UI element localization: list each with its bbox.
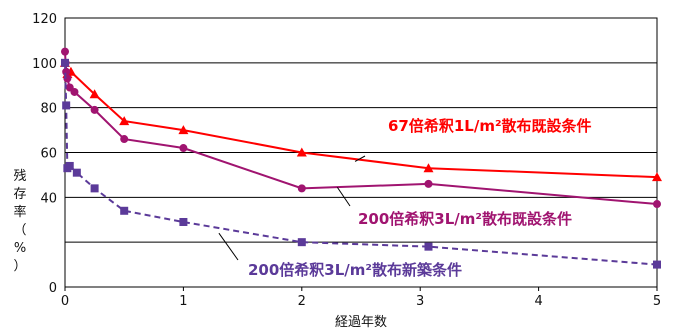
annotation-leader-2 <box>218 232 239 261</box>
x-tick-label-1: 1 <box>179 294 187 309</box>
series-2-point-1 <box>62 101 71 110</box>
annotations-layer: 67倍希釈1L/m²散布既設条件 200倍希釈3L/m²散布既設条件 200倍希… <box>218 117 592 279</box>
y-tick-label-100: 100 <box>32 57 57 72</box>
y-tick-label-0: 0 <box>49 281 57 296</box>
series-2-point-9 <box>424 242 433 251</box>
y-tick-label-80: 80 <box>40 102 57 117</box>
series-2-point-7 <box>179 217 188 226</box>
y-axis-label: 残存率（%） <box>13 169 26 274</box>
series-1-point-11 <box>653 200 661 209</box>
series-0-point-8 <box>652 172 662 182</box>
annotation-leader-1 <box>336 186 351 207</box>
series-2-point-4 <box>72 168 81 177</box>
series-1-point-5 <box>70 87 79 96</box>
series-1-point-2 <box>62 67 71 76</box>
plot-frame <box>64 17 658 288</box>
x-tick-label-4: 4 <box>534 294 542 309</box>
series-2-point-3 <box>65 161 74 170</box>
series-1-point-0 <box>61 47 69 56</box>
x-tick-label-0: 0 <box>61 294 69 309</box>
series-layer <box>60 47 662 269</box>
series-2-point-8 <box>297 238 306 247</box>
axes: 0 40 60 80 100 120 0 1 2 3 4 5 <box>32 12 661 309</box>
annotation-series-200x-new: 200倍希釈3L/m²散布新築条件 <box>248 261 462 279</box>
series-2-point-10 <box>653 260 661 269</box>
series-0-point-4 <box>119 116 130 126</box>
x-tick-label-3: 3 <box>416 294 424 309</box>
x-tick-label-2: 2 <box>298 294 306 309</box>
series-2 <box>61 58 661 269</box>
series-0-point-3 <box>89 89 100 99</box>
series-1-point-6 <box>90 105 99 114</box>
series-2-point-6 <box>120 206 129 215</box>
annotation-leader-0 <box>354 155 366 162</box>
series-2-point-5 <box>90 184 99 193</box>
annotation-series-67x: 67倍希釈1L/m²散布既設条件 <box>388 117 592 135</box>
series-1-point-8 <box>179 144 188 153</box>
annotation-series-200x-existing: 200倍希釈3L/m²散布既設条件 <box>358 210 572 228</box>
y-tick-label-120: 120 <box>32 12 57 27</box>
x-tick-label-5: 5 <box>653 294 661 309</box>
series-1-point-7 <box>120 135 129 144</box>
series-0-point-5 <box>178 125 189 135</box>
series-2-point-0 <box>61 58 69 67</box>
series-1-point-10 <box>424 179 433 188</box>
series-0-point-6 <box>296 147 307 157</box>
series-2-line <box>64 62 658 266</box>
series-1-point-9 <box>297 184 306 193</box>
series-0-point-7 <box>423 163 434 173</box>
x-axis-label: 経過年数 <box>335 315 387 330</box>
y-tick-label-60: 60 <box>40 147 57 162</box>
y-tick-label-40: 40 <box>40 191 57 206</box>
